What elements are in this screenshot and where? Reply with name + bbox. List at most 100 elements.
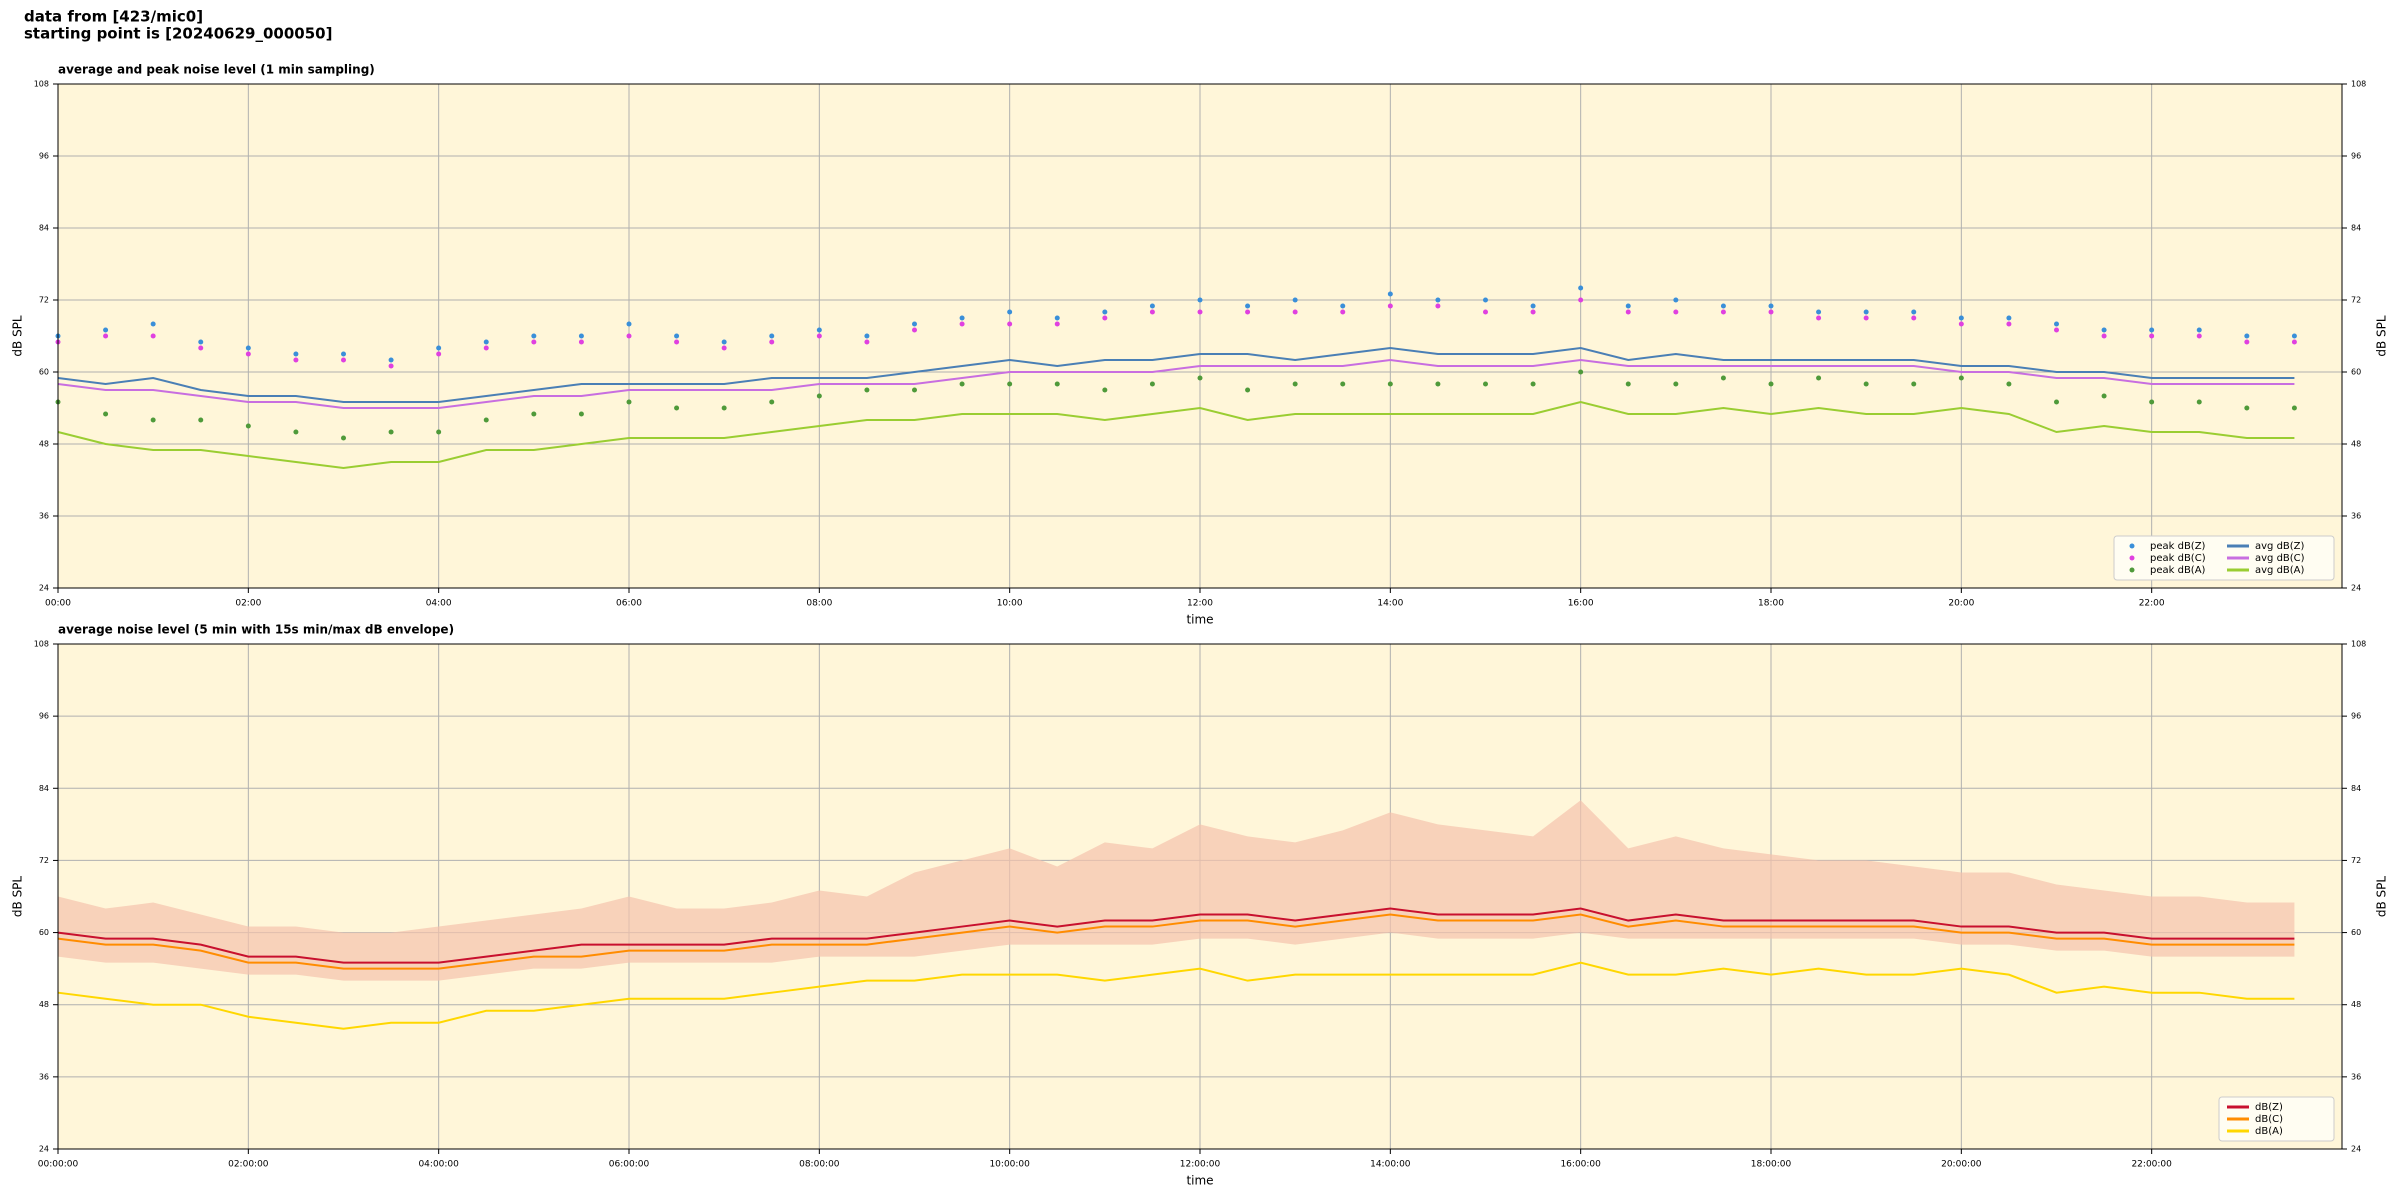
x-tick-label: 02:00 — [235, 599, 261, 609]
x-tick-label: 14:00:00 — [1370, 1160, 1411, 1170]
peak-dot — [1530, 381, 1536, 387]
y-tick-label: 72 — [39, 296, 49, 305]
peak-dot — [1340, 309, 1346, 315]
peak-dot — [198, 339, 204, 345]
legend-label: peak dB(Z) — [2150, 541, 2206, 552]
peak-dot — [1911, 315, 1917, 321]
peak-dot — [341, 435, 346, 441]
header-line: data from [423/mic0] — [24, 8, 203, 26]
peak-dot — [1720, 309, 1726, 315]
peak-dot — [912, 321, 917, 327]
y-tick-label: 60 — [39, 368, 49, 377]
peak-dot — [2244, 333, 2250, 339]
chart-title: average noise level (5 min with 15s min/… — [58, 623, 454, 637]
peak-dot — [864, 387, 870, 393]
peak-dot — [769, 339, 775, 345]
peak-dot — [1625, 309, 1631, 315]
peak-dot — [1054, 321, 1060, 327]
legend-marker — [2129, 555, 2135, 561]
x-tick-label: 00:00 — [45, 599, 71, 609]
series-line — [57, 358, 2295, 409]
x-tick-label: 08:00:00 — [799, 1160, 840, 1170]
peak-dot — [1816, 315, 1822, 321]
peak-dot — [1720, 303, 1726, 309]
legend-label: dB(C) — [2255, 1114, 2283, 1125]
y-tick-label: 24 — [2351, 584, 2361, 593]
y-tick-label: 36 — [2351, 512, 2361, 521]
x-axis-label: time — [1186, 1174, 1213, 1188]
y-tick-label: 96 — [39, 712, 49, 721]
peak-dot — [959, 321, 965, 327]
peak-dot — [531, 411, 537, 417]
x-tick-label: 04:00:00 — [418, 1160, 459, 1170]
legend-label: dB(A) — [2255, 1126, 2283, 1137]
y-tick-label: 72 — [39, 856, 49, 865]
y-tick-label: 24 — [39, 584, 49, 593]
legend-label: peak dB(A) — [2150, 565, 2206, 576]
peak-dot — [483, 345, 489, 351]
peak-dot — [1958, 315, 1964, 321]
y-tick-label: 60 — [39, 928, 49, 937]
peak-dot — [341, 351, 346, 357]
peak-dot — [2244, 405, 2250, 411]
series-line — [57, 907, 2295, 964]
peak-dot — [674, 339, 680, 345]
peak-dot — [626, 399, 632, 405]
y-tick-label: 84 — [2351, 784, 2361, 793]
peak-dot — [721, 339, 727, 345]
peak-dot — [1720, 375, 1726, 381]
peak-dot — [1435, 381, 1441, 387]
peak-dot — [2196, 399, 2202, 405]
peak-dot — [1340, 381, 1346, 387]
peak-dot — [1007, 309, 1013, 315]
peak-dot — [1292, 309, 1298, 315]
peak-dot — [1197, 375, 1203, 381]
peak-dot — [2149, 399, 2155, 405]
y-axis-label: dB SPL — [11, 876, 25, 918]
peak-dot — [245, 351, 251, 357]
x-tick-label: 04:00 — [426, 599, 452, 609]
peak-dot — [388, 363, 394, 369]
peak-dot — [912, 327, 917, 333]
y-tick-label: 48 — [2351, 1000, 2361, 1009]
peak-dot — [912, 387, 917, 393]
peak-dot — [1245, 309, 1251, 315]
y-tick-label: 96 — [2351, 712, 2361, 721]
peak-dot — [626, 321, 632, 327]
series-line — [57, 346, 2295, 403]
peak-dot — [2101, 393, 2107, 399]
peak-dot — [1530, 303, 1536, 309]
x-tick-label: 20:00:00 — [1941, 1160, 1982, 1170]
y-tick-label: 84 — [39, 784, 49, 793]
peak-dot — [531, 339, 537, 345]
peak-dot — [1149, 303, 1155, 309]
legend-label: peak dB(C) — [2150, 553, 2206, 564]
peak-dot — [864, 333, 870, 339]
peak-dot — [1483, 297, 1488, 303]
peak-dot — [483, 339, 489, 345]
peak-dot — [1863, 315, 1869, 321]
peak-dot — [1673, 381, 1679, 387]
peak-dot — [2291, 339, 2297, 345]
peak-dot — [2196, 333, 2202, 339]
peak-dot — [2244, 339, 2250, 345]
peak-dot — [1768, 309, 1774, 315]
peak-dot — [1149, 381, 1155, 387]
peak-dot — [150, 321, 156, 327]
peak-dot — [1816, 375, 1822, 381]
peak-dot — [1054, 381, 1060, 387]
peak-dot — [1292, 381, 1298, 387]
peak-dot — [198, 345, 204, 351]
peak-dot — [674, 405, 680, 411]
series-line — [57, 400, 2295, 470]
x-tick-label: 14:00 — [1377, 599, 1403, 609]
peak-dot — [1197, 309, 1203, 315]
peak-dot — [103, 327, 109, 333]
y-tick-label: 108 — [2351, 640, 2366, 649]
peak-dot — [293, 429, 299, 435]
x-tick-label: 06:00 — [616, 599, 642, 609]
peak-dot — [864, 339, 870, 345]
y-tick-label: 60 — [2351, 928, 2361, 937]
x-tick-label: 18:00 — [1758, 599, 1784, 609]
